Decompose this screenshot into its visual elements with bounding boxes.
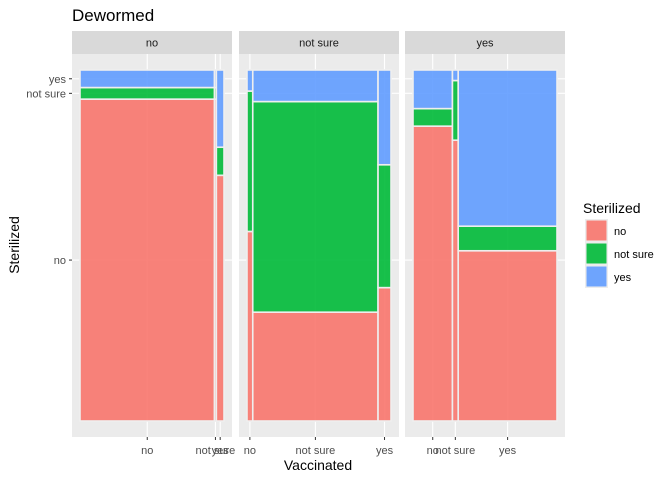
tile-yes-yes [457,69,558,227]
x-tick-label: not sure [296,445,336,457]
tile-yes-yes [377,69,392,166]
chart-title: Dewormed [72,6,154,25]
tile-no-yes [246,69,254,92]
facet-panel-not-sure: not sure no not sure yes [239,31,399,457]
tile-yes-no [215,174,225,422]
x-tick-label: yes [499,445,517,457]
facet-strip-label: yes [476,38,494,50]
x-tick-label: no [141,445,153,457]
facet-strip [405,31,565,54]
x-tick-label: not sure [435,445,475,457]
x-tick-label: no [244,445,256,457]
y-axis: no not sure yes [26,74,72,267]
tile-not-sure-no [251,311,379,422]
tile-no-no [246,230,254,422]
x-tick-label: yes [212,445,230,457]
y-axis-title: Sterilized [6,216,22,274]
tile-no-not-sure [412,107,454,127]
x-axis-title: Vaccinated [284,457,352,473]
tile-no-not-sure [79,86,216,100]
x-tick-label: no [427,445,439,457]
legend-item-yes: yes [585,265,632,288]
facet-strip [239,31,399,54]
tile-not-sure-not-sure [451,79,460,141]
tile-not-sure-no [451,139,460,422]
tile-yes-no [457,249,558,422]
tile-not-sure-yes [451,69,460,82]
tile-yes-not-sure [457,225,558,252]
tile-yes-no [377,286,392,422]
tile-no-not-sure [246,90,254,233]
facet-strip-label: no [146,38,158,50]
tile-yes-yes [215,69,225,149]
x-tick-label: yes [376,445,394,457]
tile-yes-not-sure [215,146,225,177]
tile-no-no [412,125,454,422]
y-tick-label: yes [49,74,67,86]
x-tick-label: not sure [196,445,236,457]
legend-swatch-not-sure [585,242,608,265]
facet-strip [72,31,232,54]
y-tick-label: no [54,255,66,267]
facet-strip-label: not sure [299,38,339,50]
legend-swatch-no [585,219,608,242]
legend-label: not sure [614,249,654,261]
tile-no-no [79,98,216,422]
tile-not-sure-not-sure [251,100,379,313]
tile-yes-not-sure [377,163,392,289]
legend-item-not-sure: not sure [585,242,654,265]
tile-no-yes [79,69,216,89]
legend: Sterilized no not sure yes [583,200,654,288]
legend-item-no: no [585,219,626,242]
legend-swatch-yes [585,265,608,288]
tile-no-yes [412,69,454,110]
legend-label: yes [614,272,632,284]
tile-not-sure-yes [251,69,379,103]
legend-title: Sterilized [583,200,641,216]
legend-label: no [614,226,626,238]
y-tick-label: not sure [26,88,66,100]
